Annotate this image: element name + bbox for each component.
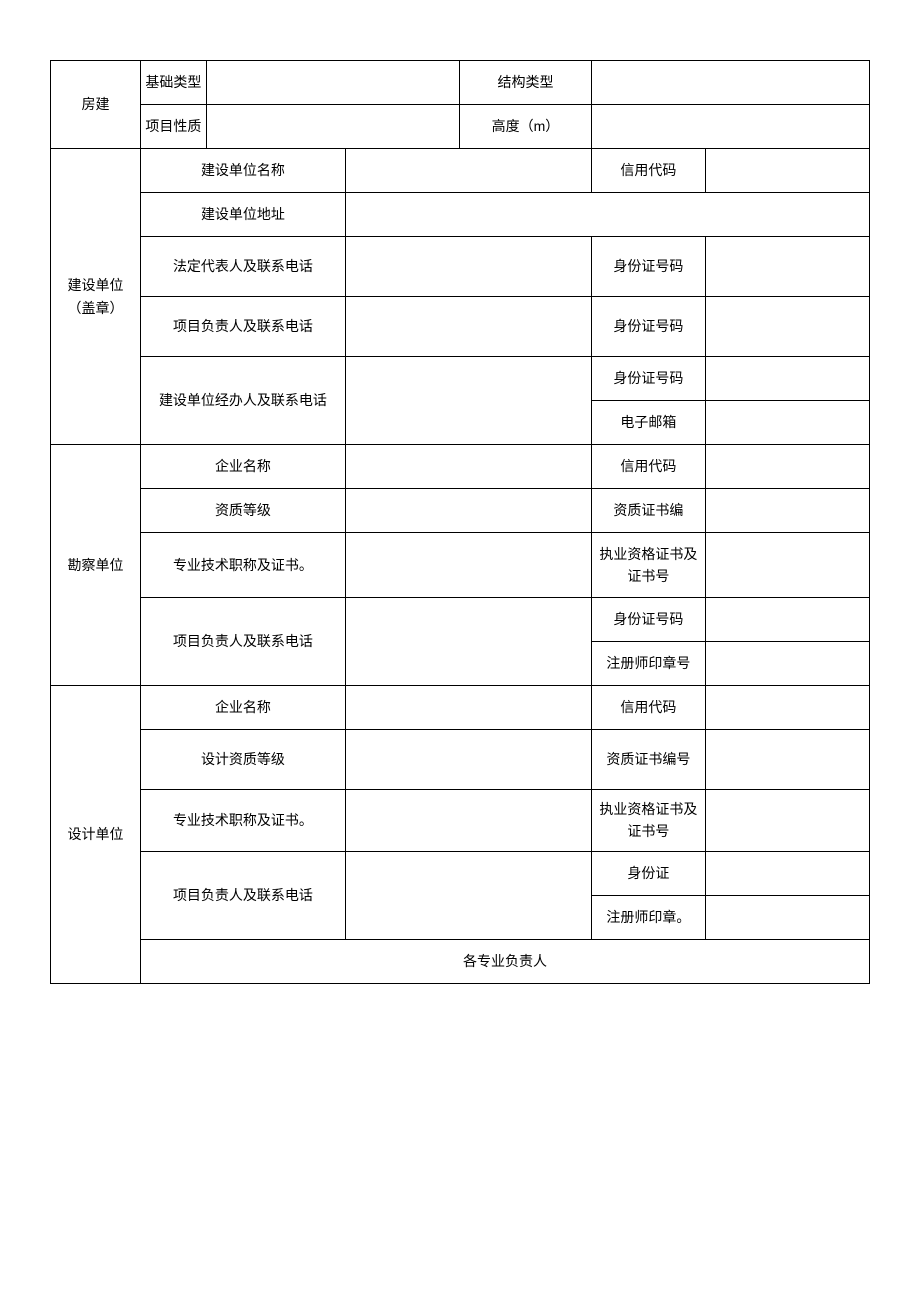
- design-project-lead-id-value: [706, 851, 870, 895]
- legal-rep-id-value: [706, 237, 870, 297]
- survey-project-lead-value: [345, 598, 591, 686]
- survey-cert-no-value: [706, 489, 870, 533]
- construction-unit-address-value: [345, 193, 869, 237]
- cu-project-lead-value: [345, 297, 591, 357]
- survey-name-value: [345, 445, 591, 489]
- design-practice-cert-value: [706, 790, 870, 852]
- survey-credit-value: [706, 445, 870, 489]
- survey-cert-no-label: 资质证书编: [591, 489, 706, 533]
- handler-id-label: 身份证号码: [591, 357, 706, 401]
- survey-unit-title: 勘察单位: [51, 445, 141, 686]
- legal-rep-label: 法定代表人及联系电话: [141, 237, 346, 297]
- handler-value: [345, 357, 591, 445]
- survey-reg-stamp-value: [706, 642, 870, 686]
- survey-practice-cert-value: [706, 533, 870, 598]
- design-practice-cert-label: 执业资格证书及证书号: [591, 790, 706, 852]
- design-cert-no-value: [706, 730, 870, 790]
- design-project-lead-value: [345, 851, 591, 939]
- survey-project-lead-label: 项目负责人及联系电话: [141, 598, 346, 686]
- construction-unit-name-label: 建设单位名称: [141, 149, 346, 193]
- handler-email-value: [706, 401, 870, 445]
- construction-unit-credit-label: 信用代码: [591, 149, 706, 193]
- construction-unit-address-label: 建设单位地址: [141, 193, 346, 237]
- legal-rep-value: [345, 237, 591, 297]
- cu-project-lead-id-value: [706, 297, 870, 357]
- design-qualification-value: [345, 730, 591, 790]
- housing-title: 房建: [51, 61, 141, 149]
- legal-rep-id-label: 身份证号码: [591, 237, 706, 297]
- design-name-value: [345, 686, 591, 730]
- design-reg-stamp-label: 注册师印章。: [591, 895, 706, 939]
- construction-unit-title: 建设单位（盖章）: [51, 149, 141, 445]
- design-tech-title-value: [345, 790, 591, 852]
- design-credit-value: [706, 686, 870, 730]
- survey-reg-stamp-label: 注册师印章号: [591, 642, 706, 686]
- structure-type-value: [591, 61, 870, 105]
- design-unit-title: 设计单位: [51, 686, 141, 984]
- design-tech-title-label: 专业技术职称及证书。: [141, 790, 346, 852]
- specialists-label: 各专业负责人: [141, 939, 870, 983]
- form-table: 房建 基础类型 结构类型 项目性质 高度（m） 建设单位（盖章） 建设单位名称 …: [50, 60, 870, 984]
- construction-unit-credit-value: [706, 149, 870, 193]
- construction-unit-name-value: [345, 149, 591, 193]
- foundation-type-label: 基础类型: [141, 61, 207, 105]
- survey-qualification-value: [345, 489, 591, 533]
- design-project-lead-id-label: 身份证: [591, 851, 706, 895]
- height-label: 高度（m）: [460, 105, 591, 149]
- survey-name-label: 企业名称: [141, 445, 346, 489]
- survey-tech-title-label: 专业技术职称及证书。: [141, 533, 346, 598]
- survey-tech-title-value: [345, 533, 591, 598]
- design-reg-stamp-value: [706, 895, 870, 939]
- survey-practice-cert-label: 执业资格证书及证书号: [591, 533, 706, 598]
- cu-project-lead-label: 项目负责人及联系电话: [141, 297, 346, 357]
- structure-type-label: 结构类型: [460, 61, 591, 105]
- project-nature-label: 项目性质: [141, 105, 207, 149]
- foundation-type-value: [206, 61, 460, 105]
- design-credit-label: 信用代码: [591, 686, 706, 730]
- cu-project-lead-id-label: 身份证号码: [591, 297, 706, 357]
- design-project-lead-label: 项目负责人及联系电话: [141, 851, 346, 939]
- height-value: [591, 105, 870, 149]
- project-nature-value: [206, 105, 460, 149]
- handler-label: 建设单位经办人及联系电话: [141, 357, 346, 445]
- survey-qualification-label: 资质等级: [141, 489, 346, 533]
- design-qualification-label: 设计资质等级: [141, 730, 346, 790]
- design-name-label: 企业名称: [141, 686, 346, 730]
- handler-id-value: [706, 357, 870, 401]
- survey-project-lead-id-label: 身份证号码: [591, 598, 706, 642]
- handler-email-label: 电子邮箱: [591, 401, 706, 445]
- design-cert-no-label: 资质证书编号: [591, 730, 706, 790]
- survey-credit-label: 信用代码: [591, 445, 706, 489]
- survey-project-lead-id-value: [706, 598, 870, 642]
